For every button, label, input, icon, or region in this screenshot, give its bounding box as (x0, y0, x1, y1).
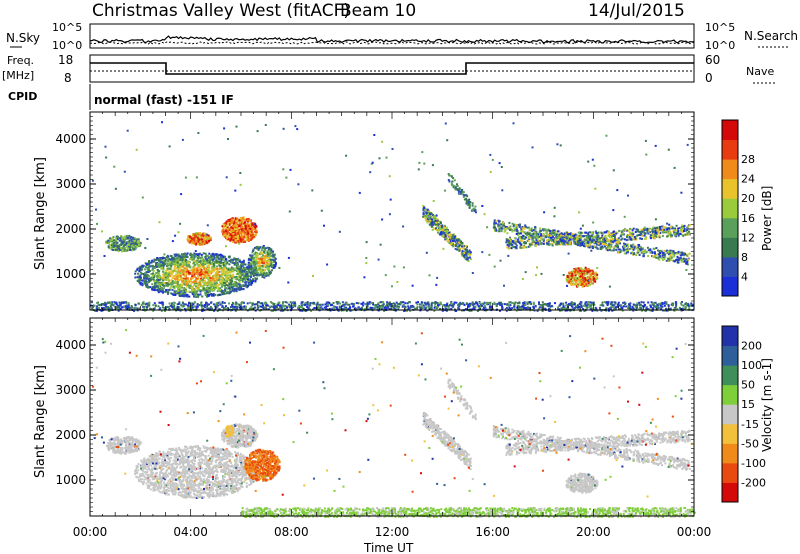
n-search-label: N.Search (744, 29, 798, 43)
x-tick-label: 12:00 (375, 525, 410, 539)
power-y-ticks: 1000 2000 3000 4000 (55, 116, 694, 306)
colorbar-segment (722, 120, 738, 141)
y-tick-label: 3000 (55, 383, 86, 397)
freq-tick-8: 8 (64, 71, 72, 85)
velocity-echo-data (91, 329, 693, 499)
colorbar-tick-label: 24 (741, 173, 755, 186)
y-tick-label: 2000 (55, 222, 86, 236)
sky-noise-panel: N.Sky 10^5 10^0 10^5 10^0 N.Search (6, 21, 798, 52)
freq-tick-18: 18 (58, 53, 73, 67)
nave-label: Nave (746, 65, 774, 78)
colorbar-tick-label: 100 (741, 359, 762, 372)
cpid-label: CPID (8, 90, 37, 103)
colorbar-segment (722, 217, 738, 238)
colorbar-tick-label: 4 (741, 270, 748, 283)
colorbar-segment (722, 404, 738, 425)
colorbar-segment (722, 482, 738, 503)
power-echo-data (91, 121, 691, 298)
colorbar-segment (722, 384, 738, 405)
colorbar-segment (722, 365, 738, 386)
power-panel: 1000 2000 3000 4000 Slant Range [km] 4 8 12 16… (33, 111, 774, 312)
x-tick-label: 00:00 (73, 525, 108, 539)
time-axis-labels: 00:00 04:00 08:00 12:00 16:00 20:00 00:00 (73, 525, 712, 539)
y-tick-label: 1000 (55, 473, 86, 487)
colorbar-tick-label: 16 (741, 212, 755, 225)
y-tick-label: 4000 (55, 132, 86, 146)
velocity-colorbar: 200 100 50 15 -15 -50 -100 -200 (721, 325, 766, 503)
velocity-colorbar-label: Velocity [m s-1] (760, 358, 774, 452)
x-tick-label: 16:00 (475, 525, 510, 539)
colorbar-segment (722, 256, 738, 277)
colorbar-tick-label: -15 (741, 418, 759, 431)
freq-label: Freq. (7, 54, 34, 67)
sky-tick-bottom-right: 10^0 (705, 39, 735, 52)
y-tick-label: 1000 (55, 267, 86, 281)
velocity-y-axis-label: Slant Range [km] (33, 365, 48, 478)
colorbar-segment (722, 345, 738, 366)
colorbar-tick-label: 15 (741, 398, 755, 411)
colorbar-tick-label: -200 (741, 476, 766, 489)
colorbar-tick-label: -50 (741, 437, 759, 450)
colorbar-segment (722, 237, 738, 258)
frequency-panel: Freq. [MHz] 18 8 60 0 Nave (2, 53, 775, 85)
colorbar-segment (722, 276, 738, 297)
colorbar-segment (722, 178, 738, 199)
n-sky-label: N.Sky (6, 31, 40, 45)
cpid-panel: CPID normal (fast) -151 IF (8, 84, 234, 110)
nave-tick-60: 60 (705, 53, 720, 67)
nave-tick-0: 0 (705, 71, 713, 85)
power-ground-scatter (90, 301, 695, 312)
colorbar-segment (722, 462, 738, 483)
frequency-line (90, 62, 694, 75)
velocity-panel: 1000 2000 3000 4000 Slant Range [km] 200 100… (33, 317, 774, 518)
colorbar-segment (722, 423, 738, 444)
sky-tick-bottom-left: 10^0 (52, 39, 82, 52)
plot-title: Christmas Valley West (fitACF) (92, 1, 350, 21)
velocity-ground-scatter (241, 507, 696, 518)
velocity-y-ticks: 1000 2000 3000 4000 (55, 322, 694, 512)
colorbar-tick-label: 28 (741, 153, 755, 166)
colorbar-segment (722, 198, 738, 219)
power-colorbar-label: Power [dB] (760, 186, 774, 251)
x-tick-label: 04:00 (173, 525, 208, 539)
sky-noise-line (89, 35, 695, 44)
beam-label: Beam 10 (340, 1, 416, 21)
y-tick-label: 3000 (55, 177, 86, 191)
freq-unit-label: [MHz] (2, 69, 34, 82)
colorbar-tick-label: 8 (741, 251, 748, 264)
power-x-ticks (89, 112, 695, 310)
search-noise-line (89, 41, 695, 45)
x-tick-label: 08:00 (274, 525, 309, 539)
y-tick-label: 2000 (55, 428, 86, 442)
power-colorbar: 4 8 12 16 20 24 28 (721, 119, 755, 297)
x-axis-label: Time UT (363, 541, 414, 554)
colorbar-segment (722, 139, 738, 160)
sky-tick-top-right: 10^5 (705, 21, 735, 34)
colorbar-segment (722, 443, 738, 464)
x-tick-label: 00:00 (677, 525, 712, 539)
colorbar-segment (722, 159, 738, 180)
colorbar-segment (722, 326, 738, 347)
date-label: 14/Jul/2015 (588, 1, 685, 21)
velocity-x-ticks (89, 318, 695, 516)
y-tick-label: 4000 (55, 338, 86, 352)
sky-tick-top-left: 10^5 (52, 21, 82, 34)
colorbar-tick-label: 50 (741, 379, 755, 392)
colorbar-tick-label: 20 (741, 192, 755, 205)
power-y-axis-label: Slant Range [km] (33, 157, 48, 270)
colorbar-tick-label: 200 (741, 340, 762, 353)
colorbar-tick-label: 12 (741, 231, 755, 244)
x-tick-label: 20:00 (576, 525, 611, 539)
cpid-text: normal (fast) -151 IF (94, 93, 234, 107)
colorbar-tick-label: -100 (741, 457, 766, 470)
